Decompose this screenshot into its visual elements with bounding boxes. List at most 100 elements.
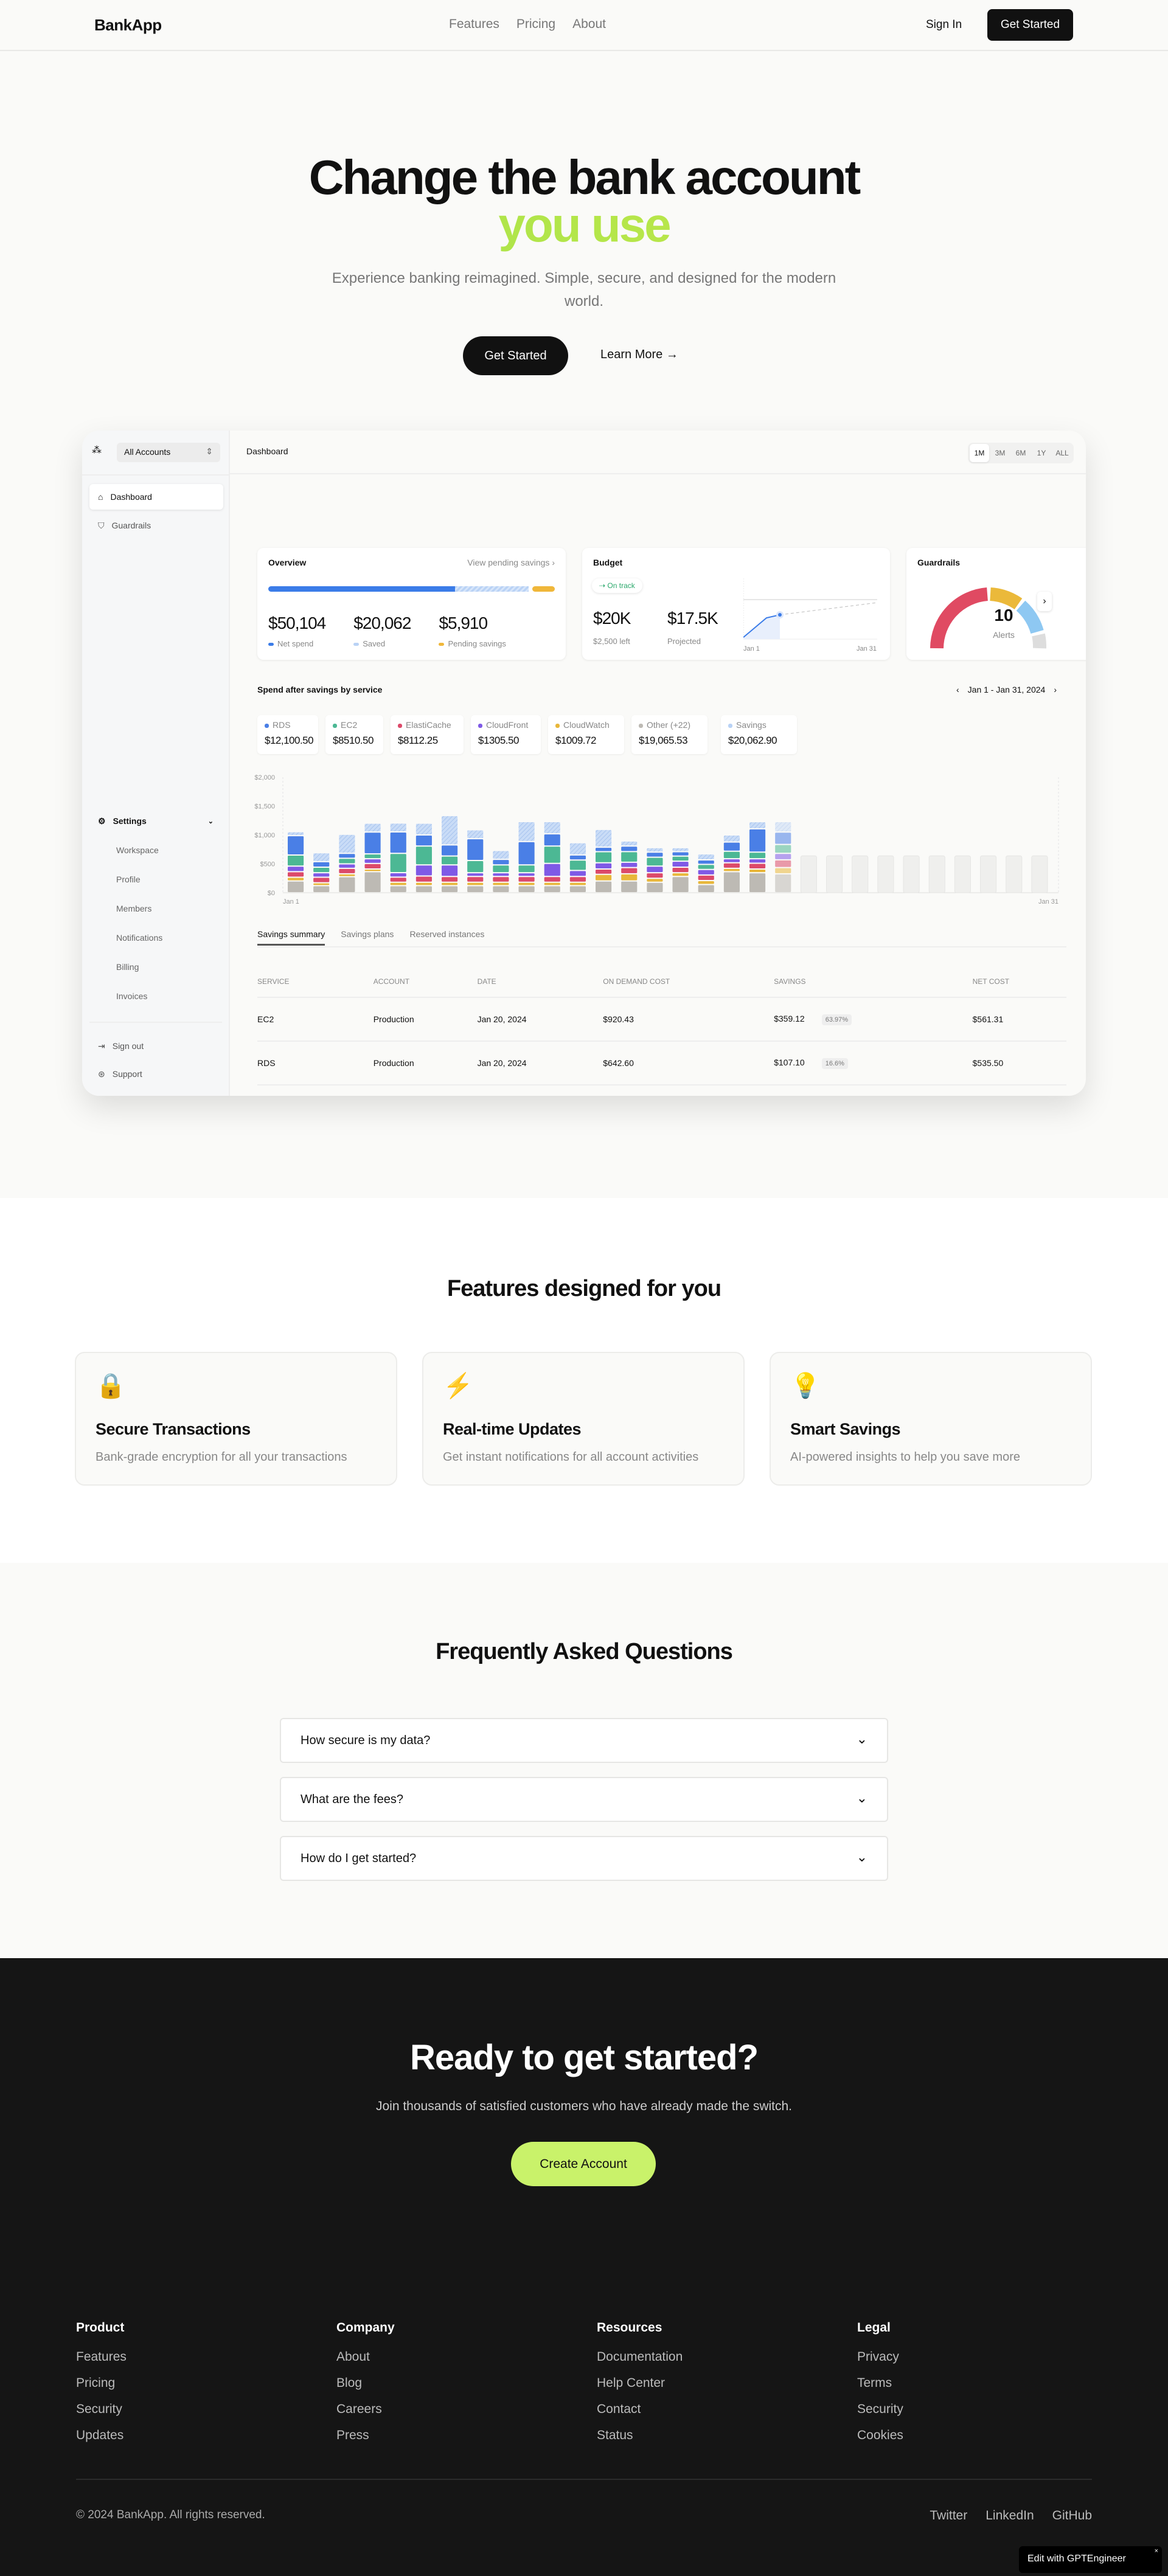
bar-segment-rds	[442, 845, 458, 856]
bar-day-13[interactable]	[596, 829, 612, 892]
footer-link[interactable]: Updates	[76, 2428, 124, 2442]
sidebar-subitem-billing[interactable]: Billing	[116, 962, 139, 972]
sidebar-subitem-invoices[interactable]: Invoices	[116, 991, 148, 1001]
bar-day-9[interactable]	[493, 851, 509, 892]
legend-card[interactable]: RDS $12,100.50	[257, 715, 318, 754]
bar-day-10[interactable]	[518, 822, 535, 892]
legend-card[interactable]: EC2 $8510.50	[325, 715, 383, 754]
sidebar-subitem-members[interactable]: Members	[116, 904, 152, 913]
view-pending-savings-link[interactable]: View pending savings ›	[467, 558, 555, 567]
sign-in-link[interactable]: Sign In	[926, 18, 962, 31]
footer-link[interactable]: Help Center	[597, 2376, 666, 2390]
nav-pricing[interactable]: Pricing	[516, 17, 556, 31]
nav-features[interactable]: Features	[449, 17, 499, 31]
footer-link[interactable]: Press	[336, 2428, 369, 2442]
column-header: ON DEMAND COST	[603, 966, 774, 998]
twitter-link[interactable]: Twitter	[930, 2508, 968, 2522]
bar-day-14[interactable]	[621, 841, 638, 892]
bar-day-7[interactable]	[442, 816, 458, 892]
legend-card[interactable]: Savings $20,062.90	[721, 715, 797, 754]
bar-day-15[interactable]	[647, 848, 663, 892]
github-link[interactable]: GitHub	[1052, 2508, 1092, 2522]
support-button[interactable]: ⊛ Support	[89, 1061, 223, 1087]
footer-link[interactable]: Blog	[336, 2376, 363, 2390]
bar-day-4[interactable]	[364, 823, 381, 892]
sign-out-button[interactable]: ⇥ Sign out	[89, 1033, 223, 1059]
bar-day-5[interactable]	[390, 823, 406, 892]
footer-link[interactable]: Features	[76, 2350, 127, 2364]
bar-day-17[interactable]	[698, 854, 714, 892]
tab-savings-plans[interactable]: Savings plans	[341, 929, 394, 939]
tab-savings-summary[interactable]: Savings summary	[257, 929, 325, 946]
table-row[interactable]: RDS Production Jan 20, 2024 $642.60 $107.10 1…	[257, 1041, 1066, 1085]
footer-link[interactable]: About	[336, 2350, 370, 2364]
footer-link[interactable]: Security	[857, 2402, 903, 2416]
table-row[interactable]: ElastiCacheStagingJan 20, 2024$452.87$54…	[257, 1085, 1066, 1096]
bar-day-19[interactable]	[749, 822, 766, 892]
range-3m[interactable]: 3M	[995, 449, 1006, 457]
copyright: © 2024 BankApp. All rights reserved.	[76, 2508, 265, 2521]
footer-link[interactable]: Status	[597, 2428, 633, 2442]
budget-card: Budget ⇢ On track $20K $2,500 left $17.5K…	[582, 548, 890, 660]
bar-segment-ec2	[313, 868, 330, 873]
range-1m[interactable]: 1M	[970, 444, 989, 462]
faq-item[interactable]: How do I get started? ⌄	[280, 1836, 888, 1881]
bar-segment-rds	[596, 848, 612, 851]
bar-segment-rds	[339, 854, 355, 858]
logo[interactable]: BankApp	[94, 16, 162, 34]
sidebar-subitem-profile[interactable]: Profile	[116, 874, 141, 884]
next-button[interactable]: ›	[1037, 592, 1052, 611]
account-selector[interactable]: All Accounts ⇕	[117, 443, 220, 462]
create-account-button[interactable]: Create Account	[511, 2142, 656, 2186]
footer-link[interactable]: Security	[76, 2402, 122, 2416]
bar-day-18[interactable]	[723, 836, 740, 892]
chevron-right-icon[interactable]: ›	[1054, 685, 1057, 694]
table-row[interactable]: EC2 Production Jan 20, 2024 $920.43 $359.12 6…	[257, 997, 1066, 1042]
footer-link[interactable]: Careers	[336, 2402, 382, 2416]
sidebar-item-label: Support	[112, 1069, 142, 1079]
bar-day-3[interactable]	[339, 834, 355, 892]
linkedin-link[interactable]: LinkedIn	[985, 2508, 1034, 2522]
bar-day-1[interactable]	[288, 832, 304, 892]
footer-link[interactable]: Privacy	[857, 2350, 899, 2364]
nav-about[interactable]: About	[572, 17, 606, 31]
sidebar-item-guardrails[interactable]: ⛉ Guardrails	[89, 513, 223, 538]
footer-link[interactable]: Cookies	[857, 2428, 903, 2442]
footer-link[interactable]: Contact	[597, 2402, 641, 2416]
chevron-left-icon[interactable]: ‹	[956, 685, 959, 694]
table-cell: $535.50	[972, 1041, 1066, 1085]
sidebar-item-dashboard[interactable]: ⌂ Dashboard	[89, 484, 223, 510]
bar-day-12[interactable]	[569, 843, 586, 892]
tab-reserved-instances[interactable]: Reserved instances	[409, 929, 485, 939]
sidebar-subitem-notifications[interactable]: Notifications	[116, 933, 163, 943]
range-1y[interactable]: 1Y	[1037, 449, 1046, 457]
gptengineer-badge[interactable]: Edit with GPTEngineer ×	[1019, 2546, 1162, 2573]
legend-card[interactable]: CloudFront $1305.50	[471, 715, 541, 754]
bar-day-16[interactable]	[672, 848, 689, 892]
close-icon[interactable]: ×	[1154, 2547, 1158, 2555]
trend-icon: ⇢	[599, 581, 606, 590]
sidebar-subitem-workspace[interactable]: Workspace	[116, 845, 159, 855]
learn-more-link[interactable]: Learn More →	[600, 348, 678, 362]
savings-percent-badge: 63.97%	[821, 1014, 852, 1025]
faq-item[interactable]: What are the fees? ⌄	[280, 1777, 888, 1822]
range-6m[interactable]: 6M	[1015, 449, 1026, 457]
footer-link[interactable]: Terms	[857, 2376, 892, 2390]
bar-placeholder	[877, 855, 894, 893]
legend-label: CloudFront	[486, 720, 529, 730]
bar-day-6[interactable]	[415, 823, 432, 892]
faq-item[interactable]: How secure is my data? ⌄	[280, 1718, 888, 1763]
legend-card[interactable]: Other (+22) $19,065.53	[631, 715, 707, 754]
bar-day-11[interactable]	[544, 822, 560, 892]
footer-link[interactable]: Pricing	[76, 2376, 116, 2390]
header-get-started-button[interactable]: Get Started	[987, 9, 1073, 41]
legend-card[interactable]: ElastiCache $8112.25	[391, 715, 464, 754]
sidebar-item-settings[interactable]: ⚙ Settings ⌄	[89, 808, 223, 834]
bar-day-20[interactable]	[775, 822, 791, 892]
bar-day-2[interactable]	[313, 853, 330, 892]
bar-day-8[interactable]	[467, 830, 484, 892]
footer-link[interactable]: Documentation	[597, 2350, 683, 2364]
hero-get-started-button[interactable]: Get Started	[463, 336, 568, 375]
range-all[interactable]: ALL	[1055, 449, 1069, 457]
legend-card[interactable]: CloudWatch $1009.72	[548, 715, 624, 754]
